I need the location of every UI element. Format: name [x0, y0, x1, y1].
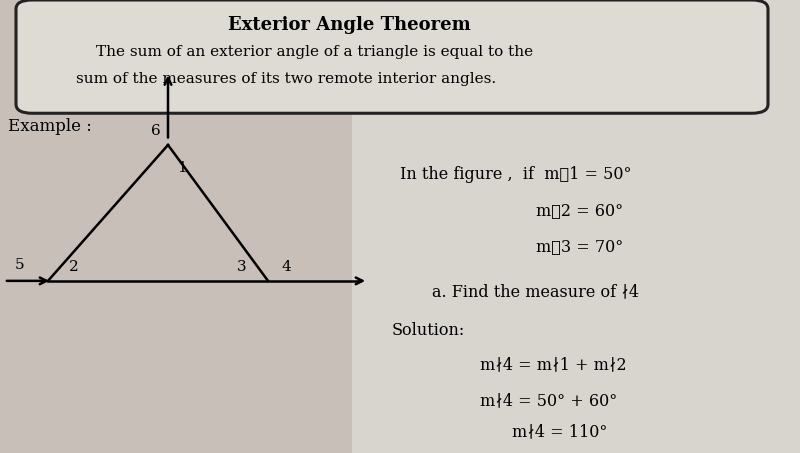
Text: Example :: Example : — [8, 118, 92, 135]
Text: The sum of an exterior angle of a triangle is equal to the: The sum of an exterior angle of a triang… — [96, 45, 533, 59]
Text: m∤4 = 110°: m∤4 = 110° — [512, 423, 607, 440]
Text: Solution:: Solution: — [392, 322, 466, 339]
Text: a. Find the measure of ∤4: a. Find the measure of ∤4 — [432, 284, 639, 301]
Text: m∤4 = m∤1 + m∤2: m∤4 = m∤1 + m∤2 — [480, 356, 626, 373]
FancyBboxPatch shape — [16, 0, 768, 113]
Text: In the figure ,  if  m∡1 = 50°: In the figure , if m∡1 = 50° — [400, 166, 631, 183]
Text: 3: 3 — [237, 260, 246, 274]
Text: Exterior Angle Theorem: Exterior Angle Theorem — [228, 16, 470, 34]
Text: 4: 4 — [282, 260, 291, 274]
Text: 5: 5 — [15, 258, 25, 272]
Text: 6: 6 — [151, 125, 161, 138]
FancyBboxPatch shape — [352, 0, 800, 453]
Text: m∡2 = 60°: m∡2 = 60° — [536, 202, 623, 219]
Text: sum of the measures of its two remote interior angles.: sum of the measures of its two remote in… — [76, 72, 496, 86]
Text: 1: 1 — [178, 161, 187, 174]
Text: m∡3 = 70°: m∡3 = 70° — [536, 238, 623, 255]
Text: m∤4 = 50° + 60°: m∤4 = 50° + 60° — [480, 392, 618, 410]
Text: 2: 2 — [69, 260, 78, 274]
